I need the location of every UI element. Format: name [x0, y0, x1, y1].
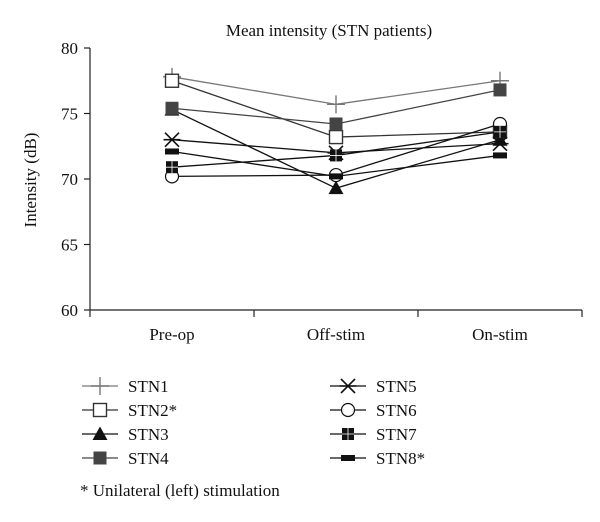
series-layer	[163, 67, 509, 195]
series-stn8	[165, 148, 507, 180]
dash-marker	[329, 173, 343, 180]
square-small-marker-grid	[342, 428, 354, 440]
legend-label: STN4	[128, 449, 169, 468]
plus-marker	[91, 377, 109, 395]
series-stn4	[165, 83, 507, 131]
y-tick-label: 70	[61, 170, 78, 189]
square-filled-marker	[329, 117, 343, 131]
star-marker	[491, 136, 509, 152]
y-ticks: 60 65 70 75 80	[61, 39, 90, 320]
x-tick-label: Off-stim	[307, 325, 365, 344]
circle-open-marker	[340, 402, 356, 418]
footnote: * Unilateral (left) stimulation	[80, 481, 280, 500]
legend-label: STN1	[128, 377, 169, 396]
triangle-marker	[92, 426, 108, 440]
square-open-marker	[92, 402, 108, 418]
legend-label: STN3	[128, 425, 169, 444]
square-filled-marker	[493, 83, 507, 97]
y-tick-label: 80	[61, 39, 78, 58]
square-filled-marker	[93, 451, 107, 465]
square-open-marker	[328, 129, 344, 145]
legend-item: STN3	[82, 425, 169, 444]
legend-label: STN8*	[376, 449, 425, 468]
plus-marker	[327, 95, 345, 114]
series-stn7	[166, 125, 506, 174]
y-tick-label: 60	[61, 301, 78, 320]
star-marker	[163, 132, 181, 148]
square-open-marker	[164, 73, 180, 88]
square-small-marker-grid	[330, 149, 342, 162]
y-tick-label: 65	[61, 236, 78, 255]
y-axis-label: Intensity (dB)	[21, 133, 40, 228]
legend-item: STN8*	[330, 449, 425, 468]
legend-item: STN4	[82, 449, 169, 468]
legend-label: STN7	[376, 425, 417, 444]
x-ticks: Pre-op Off-stim On-stim	[89, 310, 583, 344]
legend: STN1 STN2* STN3 STN4 STN5 STN6 STN7 STN8*	[82, 377, 425, 468]
triangle-marker	[328, 180, 344, 195]
chart-title: Mean intensity (STN patients)	[226, 21, 432, 40]
legend-item: STN6	[330, 401, 417, 420]
legend-item: STN5	[330, 377, 417, 396]
dash-marker	[341, 455, 355, 461]
dash-marker	[493, 152, 507, 159]
square-small-marker-grid	[494, 125, 506, 138]
dash-marker	[165, 148, 179, 155]
star-marker	[339, 378, 357, 394]
legend-item: STN7	[330, 425, 417, 444]
x-tick-label: Pre-op	[149, 325, 194, 344]
legend-label: STN5	[376, 377, 417, 396]
legend-item: STN2*	[82, 401, 177, 420]
x-tick-label: On-stim	[472, 325, 528, 344]
y-tick-label: 75	[61, 105, 78, 124]
square-filled-marker	[165, 101, 179, 115]
triangle-marker	[492, 132, 508, 146]
legend-label: STN6	[376, 401, 417, 420]
legend-label: STN2*	[128, 401, 177, 420]
legend-item: STN1	[82, 377, 169, 396]
series-stn1	[163, 67, 509, 114]
square-small-marker-grid	[166, 161, 178, 174]
